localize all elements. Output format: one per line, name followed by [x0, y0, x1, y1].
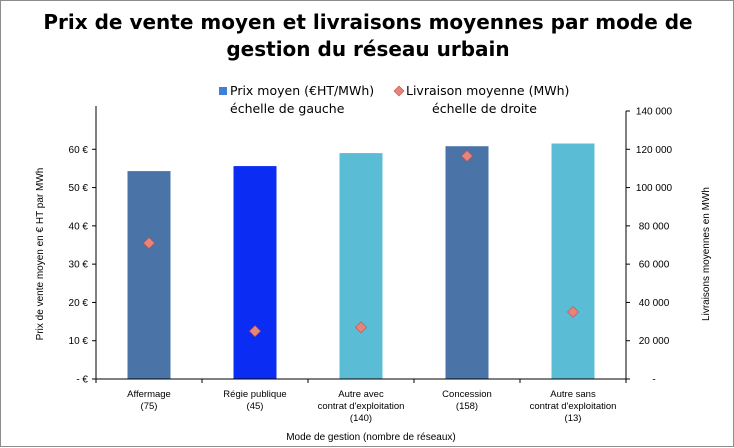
category-label-line: (158) [456, 401, 478, 412]
bar [445, 146, 489, 379]
category-label: Concession (158) [442, 389, 492, 412]
left-tick-label: 30 € [69, 260, 89, 271]
marker-series [143, 150, 579, 338]
bar [551, 143, 595, 379]
legend-marker-label: Livraison moyenne (MWh) [406, 83, 569, 98]
marker-point [567, 306, 579, 318]
y2-axis-title: Livraisons moyennes en MWh [701, 187, 712, 321]
right-tick-label: 140 000 [636, 107, 673, 118]
legend-bar-sublabel: échelle de gauche [230, 101, 345, 116]
right-tick-label: 40 000 [639, 298, 670, 309]
category-label: Régie publique (45) [223, 389, 286, 412]
left-tick-label: 50 € [69, 183, 89, 194]
left-axis-ticks: - € 10 € 20 € 30 € 40 € 50 € 60 € [69, 145, 96, 386]
category-label: Affermage (75) [127, 389, 171, 412]
category-label-line: (13) [565, 413, 582, 424]
category-label-line: (45) [247, 401, 264, 412]
category-label: Autre sans contrat d'exploitation (13) [530, 389, 617, 424]
right-tick-label: 80 000 [639, 221, 670, 232]
x-axis-title: Mode de gestion (nombre de réseaux) [286, 432, 456, 443]
marker-point [249, 325, 261, 338]
category-label-line: Autre sans [550, 389, 596, 400]
chart-title: Prix de vente moyen et livraisons moyenn… [43, 10, 692, 61]
marker-point [355, 321, 367, 334]
left-tick-label: 60 € [69, 145, 89, 156]
category-label-line: (140) [350, 413, 372, 424]
bar [339, 153, 383, 379]
category-label-line: contrat d'exploitation [318, 401, 405, 412]
legend-marker-sublabel: échelle de droite [432, 101, 537, 116]
right-axis-ticks: - 20 000 40 000 60 000 80 000 100 000 120 000 1… [626, 107, 673, 386]
legend-bar-swatch [219, 87, 227, 95]
left-tick-label: 20 € [69, 298, 89, 309]
left-tick-label: 10 € [69, 336, 89, 347]
category-label-line: Concession [442, 389, 492, 400]
right-tick-label: 60 000 [639, 260, 670, 271]
marker-point [143, 237, 155, 250]
chart-title-line-2: gestion du réseau urbain [226, 37, 509, 61]
category-label-line: contrat d'exploitation [530, 401, 617, 412]
y-axis-title: Prix de vente moyen en € HT par MWh [35, 168, 46, 341]
category-label: Autre avec contrat d'exploitation (140) [318, 389, 405, 424]
category-label-line: Affermage [127, 389, 171, 400]
category-label-line: (75) [141, 401, 158, 412]
right-tick-label: - [652, 375, 655, 386]
bar [233, 166, 277, 379]
right-tick-label: 100 000 [636, 183, 673, 194]
legend-bar-label: Prix moyen (€HT/MWh) [230, 83, 374, 98]
bar [127, 171, 171, 379]
bar-series [127, 143, 595, 379]
right-tick-label: 120 000 [636, 145, 673, 156]
right-tick-label: 20 000 [639, 336, 670, 347]
chart-legend: Prix moyen (€HT/MWh) échelle de gauche L… [219, 83, 569, 116]
left-tick-label: - € [76, 375, 88, 386]
marker-point [461, 150, 473, 162]
left-tick-label: 40 € [69, 221, 89, 232]
chart-title-line-1: Prix de vente moyen et livraisons moyenn… [43, 10, 692, 34]
category-labels: Affermage (75) Régie publique (45) Autre ave… [127, 389, 616, 424]
chart-axes [95, 106, 627, 383]
category-label-line: Autre avec [338, 389, 384, 400]
category-label-line: Régie publique [223, 389, 286, 400]
legend-marker-swatch [393, 85, 405, 97]
